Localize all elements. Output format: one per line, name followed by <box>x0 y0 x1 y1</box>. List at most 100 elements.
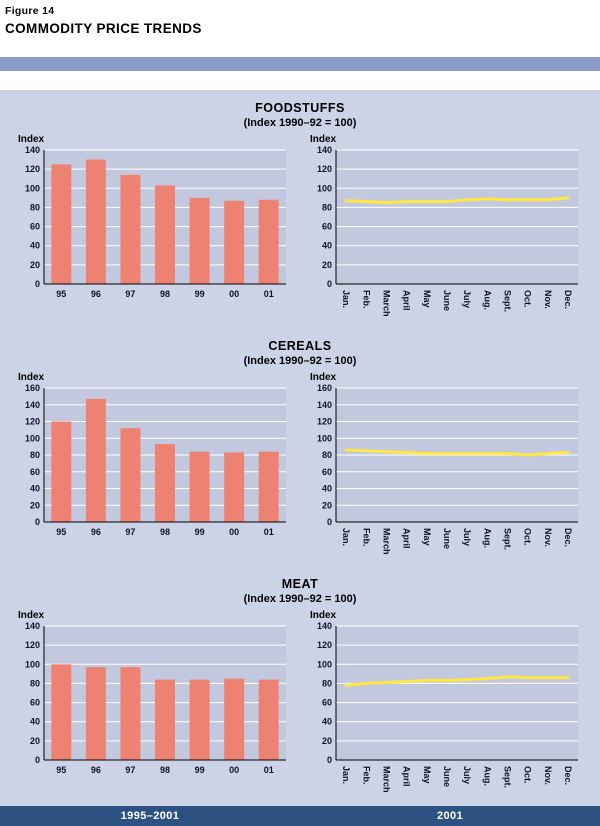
section-title: FOODSTUFFS <box>255 101 345 115</box>
chart-column: Index 0 20 40 60 80 100 120 140 160 95 96 97 98 99 00 0… <box>14 372 294 563</box>
svg-text:96: 96 <box>91 527 101 537</box>
svg-text:140: 140 <box>25 400 40 410</box>
svg-text:40: 40 <box>30 241 40 251</box>
svg-text:May: May <box>422 528 432 546</box>
svg-text:20: 20 <box>30 260 40 270</box>
svg-text:Dec.: Dec. <box>563 290 573 309</box>
svg-text:01: 01 <box>264 765 274 775</box>
svg-text:Jan.: Jan. <box>341 290 351 308</box>
svg-text:60: 60 <box>30 467 40 477</box>
figure-header: Figure 14 COMMODITY PRICE TRENDS <box>0 0 600 57</box>
section-meat: MEAT (Index 1990–92 = 100) Index 0 20 40 60… <box>0 566 600 804</box>
svg-text:0: 0 <box>35 755 40 765</box>
svg-text:Nov.: Nov. <box>543 290 553 309</box>
svg-text:40: 40 <box>322 241 332 251</box>
y-axis-label: Index <box>18 134 45 145</box>
svg-text:Nov.: Nov. <box>543 766 553 785</box>
figure-label: Figure 14 <box>5 5 55 17</box>
svg-text:July: July <box>462 290 472 308</box>
svg-text:97: 97 <box>125 765 135 775</box>
svg-text:80: 80 <box>30 202 40 212</box>
svg-text:140: 140 <box>25 622 40 631</box>
svg-text:60: 60 <box>30 222 40 232</box>
footer-right-label: 2001 <box>436 810 464 822</box>
svg-text:20: 20 <box>322 500 332 510</box>
svg-text:97: 97 <box>125 289 135 299</box>
svg-text:20: 20 <box>322 260 332 270</box>
section-foodstuffs: FOODSTUFFS (Index 1990–92 = 100) Index 0… <box>0 90 600 328</box>
svg-text:July: July <box>462 528 472 546</box>
svg-text:95: 95 <box>56 527 66 537</box>
svg-text:98: 98 <box>160 765 170 775</box>
svg-text:80: 80 <box>322 678 332 688</box>
chart-column: Index 0 20 40 60 80 100 120 140 Jan. Feb. March Apr… <box>306 610 586 801</box>
svg-text:June: June <box>442 766 452 787</box>
svg-text:March: March <box>381 528 391 555</box>
svg-text:Oct.: Oct. <box>523 766 533 784</box>
page-title: COMMODITY PRICE TRENDS <box>5 21 202 36</box>
y-axis-label: Index <box>18 610 45 621</box>
chart-column: Index 0 20 40 60 80 100 120 140 160 Jan. Feb. March… <box>306 372 586 563</box>
svg-text:95: 95 <box>56 289 66 299</box>
spacer <box>0 71 600 90</box>
svg-text:00: 00 <box>229 765 239 775</box>
svg-text:120: 120 <box>317 640 332 650</box>
svg-text:140: 140 <box>317 622 332 631</box>
svg-text:Aug.: Aug. <box>482 528 492 548</box>
svg-text:140: 140 <box>317 400 332 410</box>
svg-text:20: 20 <box>322 736 332 746</box>
svg-text:100: 100 <box>317 433 332 443</box>
section-subtitle: (Index 1990–92 = 100) <box>243 355 357 367</box>
svg-text:100: 100 <box>25 433 40 443</box>
svg-text:97: 97 <box>125 527 135 537</box>
svg-text:60: 60 <box>322 222 332 232</box>
svg-text:00: 00 <box>229 527 239 537</box>
cereals-annual-bar-chart: 0 20 40 60 80 100 120 140 160 95 96 97 98 99 00 01 <box>25 384 286 537</box>
svg-text:April: April <box>402 290 412 311</box>
svg-text:Aug.: Aug. <box>482 766 492 786</box>
svg-text:June: June <box>442 528 452 549</box>
charts-row: Index 0 20 40 60 80 100 120 140 95 96 97 98 99 00 01 I… <box>0 610 600 801</box>
y-axis-label: Index <box>310 134 337 145</box>
svg-text:120: 120 <box>317 164 332 174</box>
meat-annual-bar-chart: 0 20 40 60 80 100 120 140 95 96 97 98 99 00 01 <box>25 622 286 775</box>
chart-column: Index 0 20 40 60 80 100 120 140 95 96 97 98 99 00 01 <box>14 610 294 801</box>
svg-text:Jan.: Jan. <box>341 528 351 546</box>
foodstuffs-monthly-line-chart: 0 20 40 60 80 100 120 140 Jan. Feb. March April May J… <box>317 146 578 317</box>
svg-text:01: 01 <box>264 527 274 537</box>
svg-text:140: 140 <box>25 146 40 155</box>
svg-text:Dec.: Dec. <box>563 528 573 547</box>
svg-text:100: 100 <box>317 183 332 193</box>
charts-row: Index 0 20 40 60 80 100 120 140 160 95 96 97 98 99 00 0… <box>0 372 600 563</box>
svg-text:00: 00 <box>229 289 239 299</box>
chart-column: Index 0 20 40 60 80 100 120 140 95 96 97 98 99 00 01 <box>14 134 294 325</box>
svg-text:140: 140 <box>317 146 332 155</box>
svg-text:98: 98 <box>160 527 170 537</box>
y-axis-label: Index <box>310 610 337 621</box>
svg-text:Feb.: Feb. <box>361 528 371 547</box>
svg-text:120: 120 <box>25 417 40 427</box>
svg-text:Sept.: Sept. <box>502 528 512 550</box>
svg-text:April: April <box>402 766 412 787</box>
cereals-monthly-line-chart: 0 20 40 60 80 100 120 140 160 Jan. Feb. March April M… <box>317 384 578 555</box>
svg-text:96: 96 <box>91 289 101 299</box>
footer-left-label: 1995–2001 <box>120 810 180 822</box>
svg-text:Nov.: Nov. <box>543 528 553 547</box>
svg-text:160: 160 <box>25 384 40 393</box>
svg-text:0: 0 <box>35 279 40 289</box>
y-axis-label: Index <box>18 372 45 383</box>
svg-text:Sept.: Sept. <box>502 290 512 312</box>
svg-text:20: 20 <box>30 736 40 746</box>
svg-text:Sept.: Sept. <box>502 766 512 788</box>
chart-column: Index 0 20 40 60 80 100 120 140 Jan. Feb. March Apr… <box>306 134 586 325</box>
section-subtitle: (Index 1990–92 = 100) <box>243 593 357 605</box>
svg-text:99: 99 <box>195 765 205 775</box>
svg-text:40: 40 <box>322 717 332 727</box>
svg-text:March: March <box>381 290 391 317</box>
svg-text:May: May <box>422 290 432 308</box>
section-cereals: CEREALS (Index 1990–92 = 100) Index 0 20 4… <box>0 328 600 566</box>
svg-text:80: 80 <box>322 450 332 460</box>
svg-text:40: 40 <box>322 484 332 494</box>
svg-text:60: 60 <box>322 467 332 477</box>
section-title: MEAT <box>281 577 319 591</box>
